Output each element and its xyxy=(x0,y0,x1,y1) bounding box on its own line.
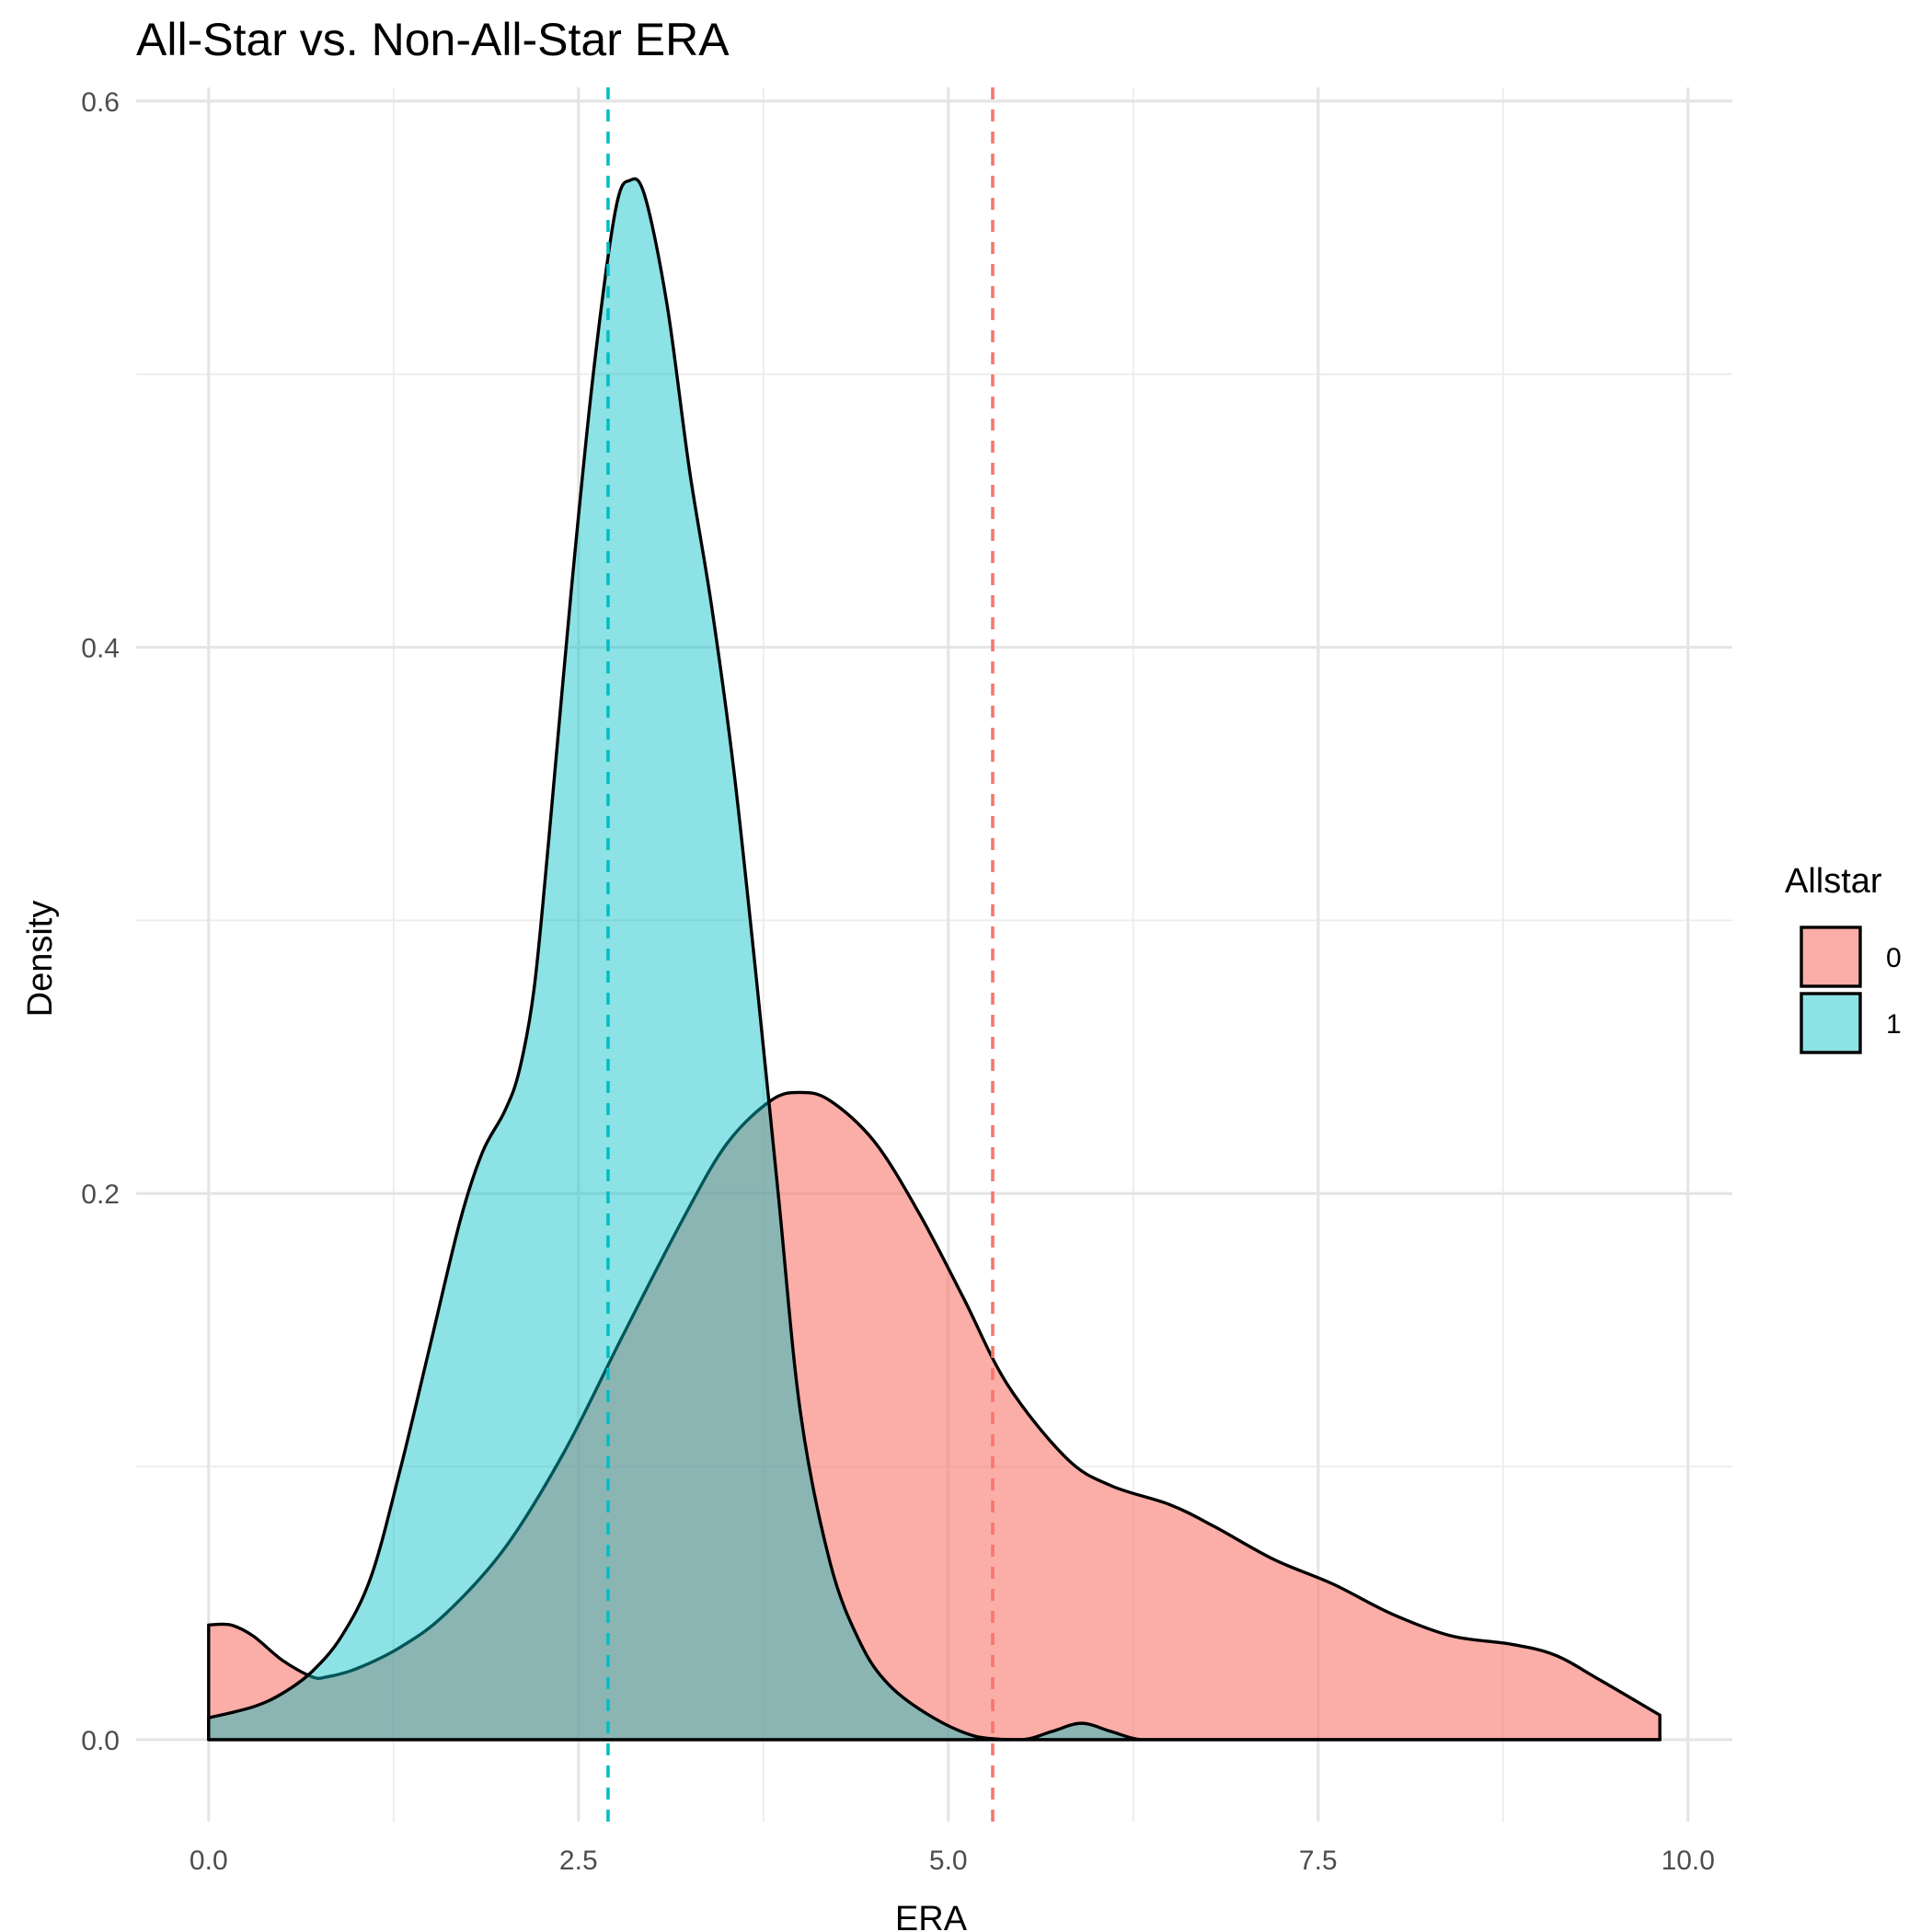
legend-key-allstar-1 xyxy=(1800,992,1862,1054)
legend-label-allstar-1: 1 xyxy=(1886,1009,1902,1040)
y-axis-ticks: 0.0 0.2 0.4 0.6 xyxy=(81,87,120,1756)
legend-key-allstar-0 xyxy=(1800,926,1862,988)
y-tick-label: 0.0 xyxy=(81,1726,120,1756)
legend-label-allstar-0: 0 xyxy=(1886,943,1902,973)
y-tick-label: 0.2 xyxy=(81,1179,120,1210)
x-tick-label: 2.5 xyxy=(559,1846,598,1876)
density-area-allstar-0 xyxy=(207,1090,1662,1742)
legend: Allstar 01 xyxy=(1785,862,1902,1054)
x-tick-label: 10.0 xyxy=(1662,1846,1715,1876)
y-tick-label: 0.6 xyxy=(81,87,120,118)
x-tick-label: 5.0 xyxy=(929,1846,968,1876)
legend-items: 01 xyxy=(1800,926,1902,1054)
y-axis-title: Density xyxy=(21,901,60,1018)
y-tick-label: 0.4 xyxy=(81,634,120,664)
x-tick-label: 7.5 xyxy=(1299,1846,1338,1876)
x-axis-ticks: 0.0 2.5 5.0 7.5 10.0 xyxy=(190,1846,1715,1876)
chart-title: All-Star vs. Non-All-Star ERA xyxy=(136,14,730,65)
legend-title: Allstar xyxy=(1785,862,1882,901)
mean-lines xyxy=(606,87,995,1822)
density-areas xyxy=(207,177,1662,1742)
x-axis-title: ERA xyxy=(895,1900,968,1932)
density-area-allstar-1 xyxy=(207,177,1662,1742)
x-tick-label: 0.0 xyxy=(190,1846,228,1876)
